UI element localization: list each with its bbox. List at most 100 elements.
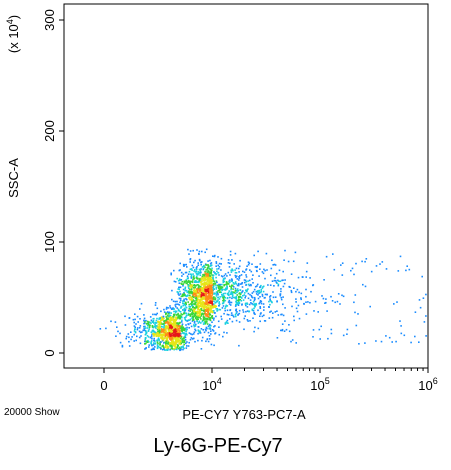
event-dot <box>227 262 230 264</box>
event-dot <box>148 328 150 330</box>
event-dot <box>210 333 212 335</box>
event-dot <box>202 316 205 318</box>
event-dot <box>203 297 206 299</box>
event-dot <box>157 335 160 337</box>
event-dot <box>148 324 151 326</box>
event-dot <box>229 274 231 276</box>
event-dot <box>148 346 150 348</box>
event-dot <box>241 291 243 293</box>
event-dot <box>370 270 373 273</box>
event-dot <box>237 297 240 299</box>
event-dot <box>230 291 233 293</box>
event-dot <box>296 288 299 291</box>
event-dot <box>354 294 357 296</box>
event-dot <box>210 300 212 302</box>
event-dot <box>191 320 194 322</box>
event-dot <box>275 272 278 275</box>
event-dot <box>170 272 172 275</box>
event-dot <box>205 313 207 315</box>
event-dot <box>201 286 204 289</box>
event-dot <box>192 319 194 321</box>
event-dot <box>261 295 264 297</box>
event-dot <box>221 295 223 298</box>
event-dot <box>259 268 261 270</box>
event-dot <box>202 319 204 321</box>
event-dot <box>158 331 161 334</box>
event-dot <box>211 279 214 281</box>
event-dot <box>213 296 215 298</box>
event-dot <box>222 299 225 302</box>
event-dot <box>176 341 178 344</box>
event-dot <box>197 296 199 299</box>
event-dot <box>135 323 137 325</box>
event-dot <box>188 313 191 316</box>
event-dot <box>274 311 277 313</box>
event-dot <box>200 295 203 297</box>
event-dot <box>208 275 211 277</box>
event-dot <box>162 335 164 337</box>
event-dot <box>227 292 230 294</box>
event-dot <box>235 283 237 285</box>
event-dot <box>229 301 231 304</box>
event-dot <box>200 263 202 266</box>
event-dot <box>216 310 218 312</box>
event-dot <box>186 345 188 347</box>
event-dot <box>295 307 298 310</box>
event-dot <box>179 279 181 282</box>
event-dot <box>217 271 219 274</box>
event-dot <box>188 305 190 308</box>
event-dot <box>214 305 216 307</box>
event-dot <box>193 292 195 295</box>
event-dot <box>204 286 206 288</box>
event-dot <box>235 275 238 277</box>
event-dot <box>147 322 149 324</box>
event-dot <box>181 295 184 298</box>
event-dot <box>235 300 237 303</box>
event-dot <box>143 314 145 316</box>
event-dot <box>252 282 254 284</box>
event-dot <box>185 342 187 345</box>
event-dot <box>214 298 217 301</box>
event-dot <box>151 326 154 328</box>
event-dot <box>318 328 321 331</box>
event-dot <box>163 342 165 344</box>
event-dot <box>258 275 260 277</box>
event-dot <box>205 269 207 271</box>
event-dot <box>170 343 173 345</box>
event-dot <box>190 274 193 277</box>
event-dot <box>211 310 214 313</box>
event-dot <box>207 273 209 275</box>
event-dot <box>224 323 227 325</box>
event-dot <box>146 322 148 325</box>
event-dot <box>180 316 183 318</box>
event-dot <box>268 317 271 319</box>
event-dot <box>183 329 186 332</box>
event-dot <box>222 292 225 295</box>
event-dot <box>204 283 207 285</box>
event-dot <box>170 326 173 328</box>
event-dot <box>212 276 214 278</box>
event-dot <box>193 310 195 313</box>
event-dot <box>306 262 309 264</box>
event-dot <box>199 269 202 272</box>
event-dot <box>257 309 259 312</box>
event-dot <box>200 315 203 317</box>
event-dot <box>209 299 211 302</box>
event-dot <box>207 306 210 309</box>
event-dot <box>220 269 222 271</box>
event-dot <box>238 271 240 273</box>
event-dot <box>200 287 203 290</box>
event-dot <box>203 286 205 288</box>
event-dot <box>293 319 295 322</box>
event-dot <box>277 283 280 286</box>
event-dot <box>177 347 180 350</box>
event-dot <box>259 301 261 304</box>
event-dot <box>202 294 204 296</box>
event-dot <box>346 333 348 335</box>
event-dot <box>191 292 194 295</box>
event-dot <box>178 333 180 335</box>
event-dot <box>180 327 182 329</box>
event-dot <box>195 296 197 299</box>
event-dot <box>189 288 191 291</box>
event-dot <box>235 272 238 274</box>
